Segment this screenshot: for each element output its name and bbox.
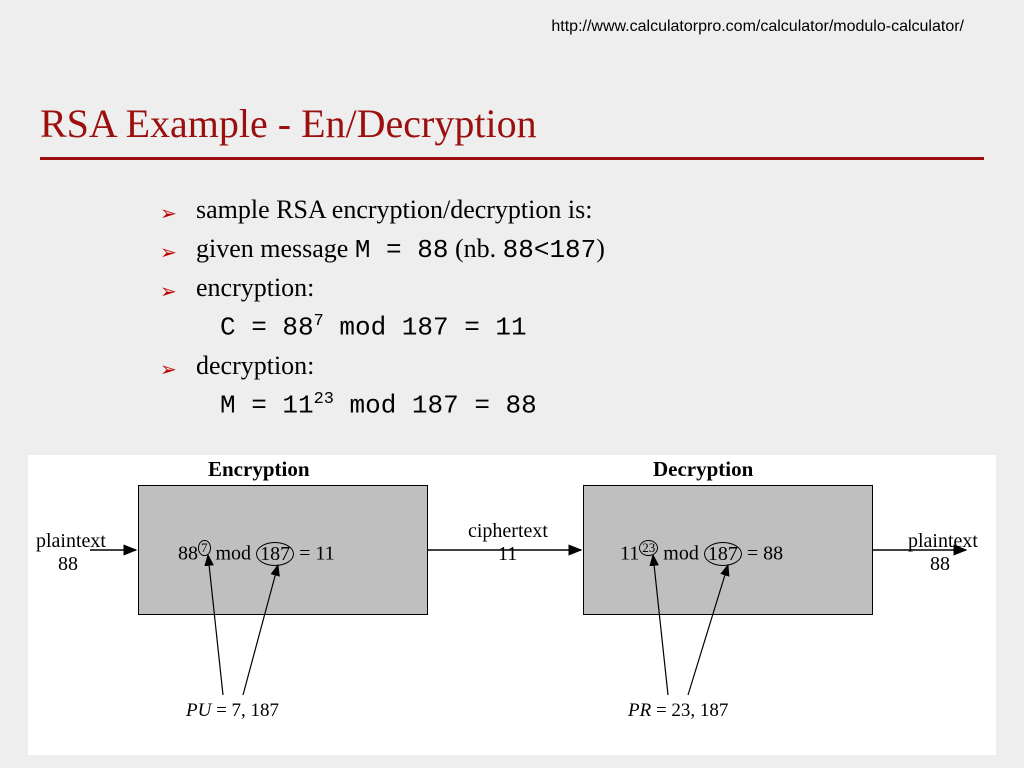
title-rule xyxy=(40,157,984,160)
bullet-list: ➢ sample RSA encryption/decryption is: ➢… xyxy=(160,195,964,428)
dec-eq-result: = 88 xyxy=(742,543,783,565)
bullet-2-text: given message M = 88 (nb. 88<187) xyxy=(196,234,605,265)
plaintext-in-val: 88 xyxy=(58,553,78,576)
bullet-2: ➢ given message M = 88 (nb. 88<187) xyxy=(160,234,964,265)
dec-box-equation: 1123 mod 187 = 88 xyxy=(620,540,783,566)
bullet-arrow-icon: ➢ xyxy=(160,201,178,226)
dec-eq-exp-circle: 23 xyxy=(639,540,658,556)
enc-eq-exp-circle: 7 xyxy=(198,540,211,556)
pr-val: = 23, 187 xyxy=(651,700,728,721)
rsa-diagram: Encryption Decryption plaintext 88 ciphe… xyxy=(28,455,996,755)
dec-base: M = 11 xyxy=(220,390,314,420)
private-key-label: PR = 23, 187 xyxy=(628,700,728,722)
bullet-1: ➢ sample RSA encryption/decryption is: xyxy=(160,195,964,226)
dec-eq-mod-kw: mod xyxy=(658,543,704,565)
pu-val: = 7, 187 xyxy=(211,700,279,721)
bullet-3-text: encryption: xyxy=(196,273,314,303)
ciphertext-val: 11 xyxy=(498,543,517,566)
encryption-equation: C = 887 mod 187 = 11 xyxy=(220,312,964,343)
bullet-2-b: M = 88 xyxy=(355,235,449,265)
bullet-arrow-icon: ➢ xyxy=(160,357,178,382)
bullet-arrow-icon: ➢ xyxy=(160,279,178,304)
dec-eq-mod-circle: 187 xyxy=(704,542,742,566)
dec-sup: 23 xyxy=(314,390,334,409)
bullet-2-c: (nb. xyxy=(448,234,502,263)
dec-eq-base: 11 xyxy=(620,543,639,565)
decryption-title: Decryption xyxy=(653,457,753,482)
enc-base: C = 88 xyxy=(220,313,314,343)
page-title: RSA Example - En/Decryption xyxy=(40,100,984,157)
bullet-arrow-icon: ➢ xyxy=(160,240,178,265)
bullet-2-a: given message xyxy=(196,234,355,263)
enc-box-equation: 887 mod 187 = 11 xyxy=(178,540,335,566)
pu-name: PU xyxy=(186,700,211,721)
bullet-2-e: ) xyxy=(596,234,605,263)
ciphertext-label: ciphertext xyxy=(468,520,548,543)
bullet-4-text: decryption: xyxy=(196,351,314,381)
decryption-equation: M = 1123 mod 187 = 88 xyxy=(220,390,964,421)
header-url: http://www.calculatorpro.com/calculator/… xyxy=(551,18,964,36)
enc-sup: 7 xyxy=(314,312,324,331)
bullet-2-d: 88<187 xyxy=(503,235,597,265)
bullet-4: ➢ decryption: xyxy=(160,351,964,382)
pr-name: PR xyxy=(628,700,651,721)
title-block: RSA Example - En/Decryption xyxy=(40,100,984,160)
plaintext-in-label: plaintext xyxy=(36,530,106,553)
public-key-label: PU = 7, 187 xyxy=(186,700,279,722)
enc-eq-base: 88 xyxy=(178,543,198,565)
encryption-title: Encryption xyxy=(208,457,310,482)
bullet-3: ➢ encryption: xyxy=(160,273,964,304)
dec-rest: mod 187 = 88 xyxy=(334,390,537,420)
bullet-1-text: sample RSA encryption/decryption is: xyxy=(196,195,592,225)
enc-rest: mod 187 = 11 xyxy=(324,313,527,343)
plaintext-out-val: 88 xyxy=(930,553,950,576)
enc-eq-mod-circle: 187 xyxy=(256,542,294,566)
enc-eq-result: = 11 xyxy=(294,543,335,565)
enc-eq-mod-kw: mod xyxy=(211,543,257,565)
plaintext-out-label: plaintext xyxy=(908,530,978,553)
